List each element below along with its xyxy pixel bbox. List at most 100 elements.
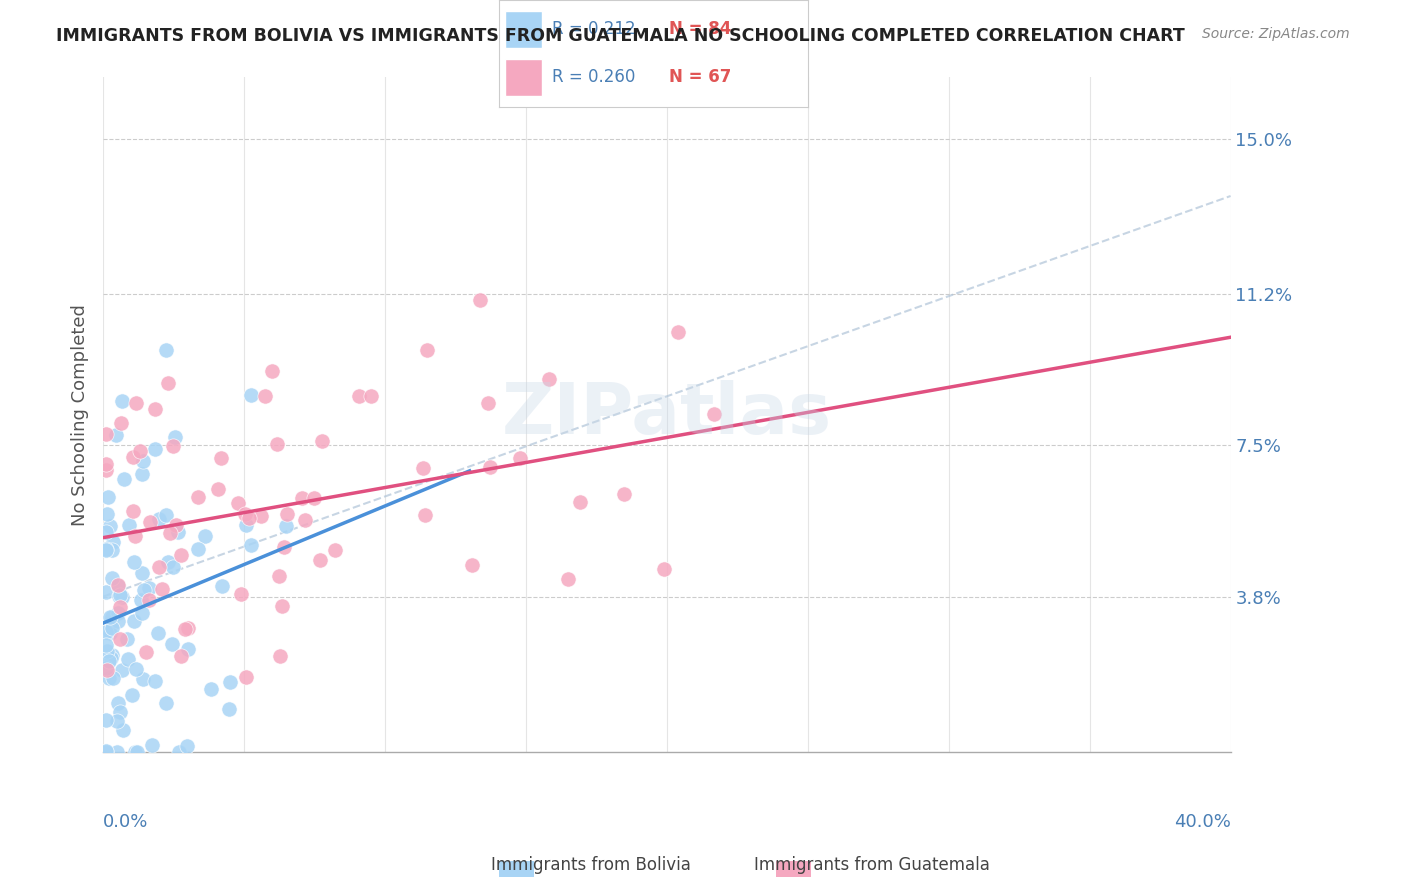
Point [107, 696, 129, 710]
Point [226, 495, 249, 509]
Point [160, 637, 183, 651]
Point [96, 744, 118, 758]
Point [218, 702, 240, 716]
Point [156, 376, 179, 390]
Point [167, 745, 190, 759]
Point [240, 388, 263, 402]
Point [94, 463, 117, 477]
Point [125, 745, 148, 759]
Point [122, 504, 145, 518]
Y-axis label: No Schooling Completed: No Schooling Completed [72, 304, 89, 525]
Point [124, 529, 146, 543]
Text: 40.0%: 40.0% [1174, 814, 1230, 831]
Point [170, 648, 193, 663]
Text: Source: ZipAtlas.com: Source: ZipAtlas.com [1202, 27, 1350, 41]
Point [138, 581, 160, 595]
Point [294, 513, 316, 527]
Point [276, 507, 298, 521]
Point [177, 642, 200, 657]
Point [98, 671, 121, 685]
Point [162, 559, 184, 574]
Point [108, 705, 131, 719]
Bar [505, 11, 543, 48]
Point [94, 660, 117, 674]
Point [135, 645, 157, 659]
Point [416, 343, 439, 357]
Point [509, 451, 531, 466]
Point [253, 388, 276, 402]
Point [176, 739, 198, 753]
Point [276, 518, 298, 533]
Point [229, 587, 252, 601]
Point [108, 600, 131, 615]
Point [138, 593, 160, 607]
Point [291, 491, 314, 506]
Point [101, 542, 124, 557]
Point [100, 648, 122, 663]
Point [187, 542, 209, 557]
Point [194, 528, 217, 542]
Point [270, 599, 292, 613]
Point [266, 437, 288, 451]
Point [239, 538, 262, 552]
Point [107, 580, 129, 594]
Point [98, 519, 121, 533]
Text: ZIPatlas: ZIPatlas [502, 380, 832, 450]
Point [108, 589, 131, 603]
Point [233, 507, 256, 521]
Point [107, 577, 129, 591]
Point [323, 543, 346, 558]
Point [122, 614, 145, 628]
Point [207, 482, 229, 496]
Text: N = 84: N = 84 [669, 20, 731, 37]
Point [148, 625, 170, 640]
Point [94, 713, 117, 727]
Point [131, 467, 153, 481]
Point [159, 526, 181, 541]
Point [104, 427, 127, 442]
Point [96, 745, 118, 759]
Point [703, 407, 725, 421]
Point [97, 490, 120, 504]
Point [111, 591, 134, 605]
Point [94, 524, 117, 539]
Point [94, 543, 117, 558]
Text: R = 0.212: R = 0.212 [551, 20, 636, 37]
Point [121, 688, 143, 702]
Point [211, 579, 233, 593]
Point [111, 394, 134, 409]
Point [105, 714, 128, 729]
Point [165, 518, 187, 533]
Text: Immigrants from Bolivia: Immigrants from Bolivia [491, 855, 690, 873]
Point [157, 556, 180, 570]
Point [666, 325, 689, 339]
Point [125, 396, 148, 410]
Point [115, 632, 138, 647]
Point [569, 494, 592, 508]
Point [98, 609, 121, 624]
Text: Immigrants from Guatemala: Immigrants from Guatemala [754, 855, 990, 873]
Point [110, 632, 132, 647]
Point [94, 624, 117, 639]
Point [169, 548, 191, 562]
Point [302, 491, 325, 505]
Point [652, 562, 675, 576]
Point [162, 439, 184, 453]
Point [155, 343, 177, 358]
Point [200, 682, 222, 697]
Point [250, 508, 273, 523]
Point [100, 609, 122, 624]
Point [131, 606, 153, 620]
Point [101, 571, 124, 585]
Point [143, 401, 166, 416]
Point [100, 621, 122, 635]
Point [131, 566, 153, 581]
Point [96, 663, 118, 677]
Point [150, 582, 173, 596]
Point [103, 535, 125, 549]
Point [118, 517, 141, 532]
Point [613, 487, 636, 501]
Point [94, 542, 117, 557]
Point [155, 696, 177, 710]
Point [143, 442, 166, 456]
